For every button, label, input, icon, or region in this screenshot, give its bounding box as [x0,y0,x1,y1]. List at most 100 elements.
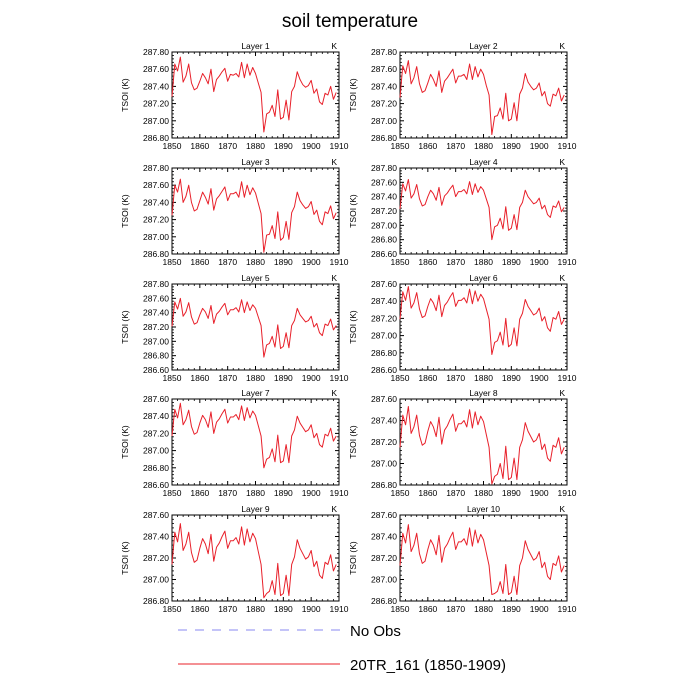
series-line-layer-6 [399,286,565,356]
x-tick-label: 1860 [418,141,437,151]
y-tick-label: 287.20 [143,322,169,332]
x-tick-label: 1850 [391,373,410,383]
plot-frame [171,51,340,139]
y-tick-label: 287.60 [371,279,397,289]
x-tick-label: 1880 [246,141,265,151]
y-tick-label: 287.40 [143,197,169,207]
y-tick-label: 287.40 [143,532,169,542]
x-tick-label: 1890 [274,488,293,498]
x-tick-label: 1890 [502,257,521,267]
y-tick-label: 287.00 [143,446,169,456]
y-tick-label: 287.80 [143,163,169,173]
x-tick-label: 1900 [302,257,321,267]
x-tick-label: 1900 [530,373,549,383]
y-tick-label: 287.20 [371,99,397,109]
y-tick-label: 287.00 [143,232,169,242]
legend: No Obs 20TR_161 (1850-1909) [178,623,506,674]
y-tick-label: 287.40 [371,532,397,542]
y-tick-label: 287.60 [371,510,397,520]
x-tick-label: 1900 [302,141,321,151]
plot-frame [171,398,340,486]
x-tick-label: 1850 [163,604,182,614]
x-tick-label: 1910 [558,257,577,267]
x-tick-label: 1910 [558,373,577,383]
y-axis-label: TSOI (K) [348,541,358,575]
panel-title: Layer 4 [469,157,498,167]
x-tick-label: 1850 [391,604,410,614]
y-tick-label: 286.60 [143,480,169,490]
y-tick-label: 287.00 [143,336,169,346]
legend-label-no-obs: No Obs [350,623,401,640]
panel-title: Layer 10 [467,504,500,514]
x-tick-label: 1910 [558,488,577,498]
series-line-layer-2 [399,60,565,136]
x-tick-label: 1870 [218,488,237,498]
x-tick-label: 1860 [418,373,437,383]
y-tick-label: 287.00 [143,116,169,126]
panel-title: Layer 7 [241,388,270,398]
x-tick-label: 1880 [474,257,493,267]
x-tick-label: 1880 [246,257,265,267]
x-tick-label: 1900 [530,257,549,267]
panel-layer-9: Layer 9 K TSOI (K) 286.80 287.00 287.20 287.40… [120,504,349,614]
y-tick-label: 287.20 [371,206,397,216]
plot-frame [399,283,568,371]
y-tick-label: 286.60 [371,365,397,375]
panel-unit: K [559,388,565,398]
panel-unit: K [559,273,565,283]
panel-layer-7: Layer 7 K TSOI (K) 286.60 286.80 287.00 287.20… [120,388,349,498]
plot-frame [399,167,568,255]
x-tick-label: 1870 [446,373,465,383]
legend-label-model: 20TR_161 (1850-1909) [350,657,506,674]
x-tick-label: 1880 [474,141,493,151]
y-tick-label: 287.20 [143,99,169,109]
x-tick-label: 1880 [474,373,493,383]
y-tick-label: 286.80 [143,463,169,473]
y-tick-label: 287.00 [143,575,169,585]
x-tick-label: 1860 [190,257,209,267]
series-line-layer-7 [171,402,337,469]
panel-unit: K [331,157,337,167]
panel-unit: K [559,41,565,51]
x-tick-label: 1860 [418,488,437,498]
x-tick-label: 1850 [391,488,410,498]
y-tick-label: 286.80 [371,348,397,358]
x-tick-label: 1910 [558,604,577,614]
y-tick-label: 287.40 [143,411,169,421]
y-tick-label: 286.80 [143,351,169,361]
panel-unit: K [559,157,565,167]
series-line-layer-9 [171,523,337,599]
panel-title: Layer 9 [241,504,270,514]
x-tick-label: 1880 [474,604,493,614]
y-tick-label: 286.80 [371,480,397,490]
x-tick-label: 1870 [446,141,465,151]
y-tick-label: 286.80 [371,133,397,143]
x-tick-label: 1870 [218,257,237,267]
panel-unit: K [331,388,337,398]
x-tick-label: 1850 [163,257,182,267]
panel-unit: K [331,273,337,283]
panel-layer-8: Layer 8 K TSOI (K) 286.80 287.00 287.20 287.40… [348,388,577,498]
y-tick-label: 287.20 [143,553,169,563]
x-tick-label: 1850 [391,141,410,151]
y-axis-label: TSOI (K) [348,425,358,459]
y-axis-label: TSOI (K) [120,425,130,459]
panel-title: Layer 8 [469,388,498,398]
x-tick-label: 1910 [330,257,349,267]
y-tick-label: 287.40 [143,308,169,318]
y-axis-label: TSOI (K) [348,310,358,344]
x-tick-label: 1880 [246,604,265,614]
x-tick-label: 1890 [502,604,521,614]
x-tick-label: 1890 [274,257,293,267]
y-tick-label: 287.60 [143,394,169,404]
x-tick-label: 1900 [530,141,549,151]
panel-layer-5: Layer 5 K TSOI (K) 286.60 286.80 287.00 287.20… [120,273,349,383]
y-tick-label: 287.00 [371,575,397,585]
y-axis-label: TSOI (K) [120,310,130,344]
y-tick-label: 287.20 [371,553,397,563]
x-tick-label: 1870 [218,604,237,614]
panel-unit: K [331,504,337,514]
x-tick-label: 1910 [330,604,349,614]
x-tick-label: 1900 [302,604,321,614]
panel-unit: K [559,504,565,514]
